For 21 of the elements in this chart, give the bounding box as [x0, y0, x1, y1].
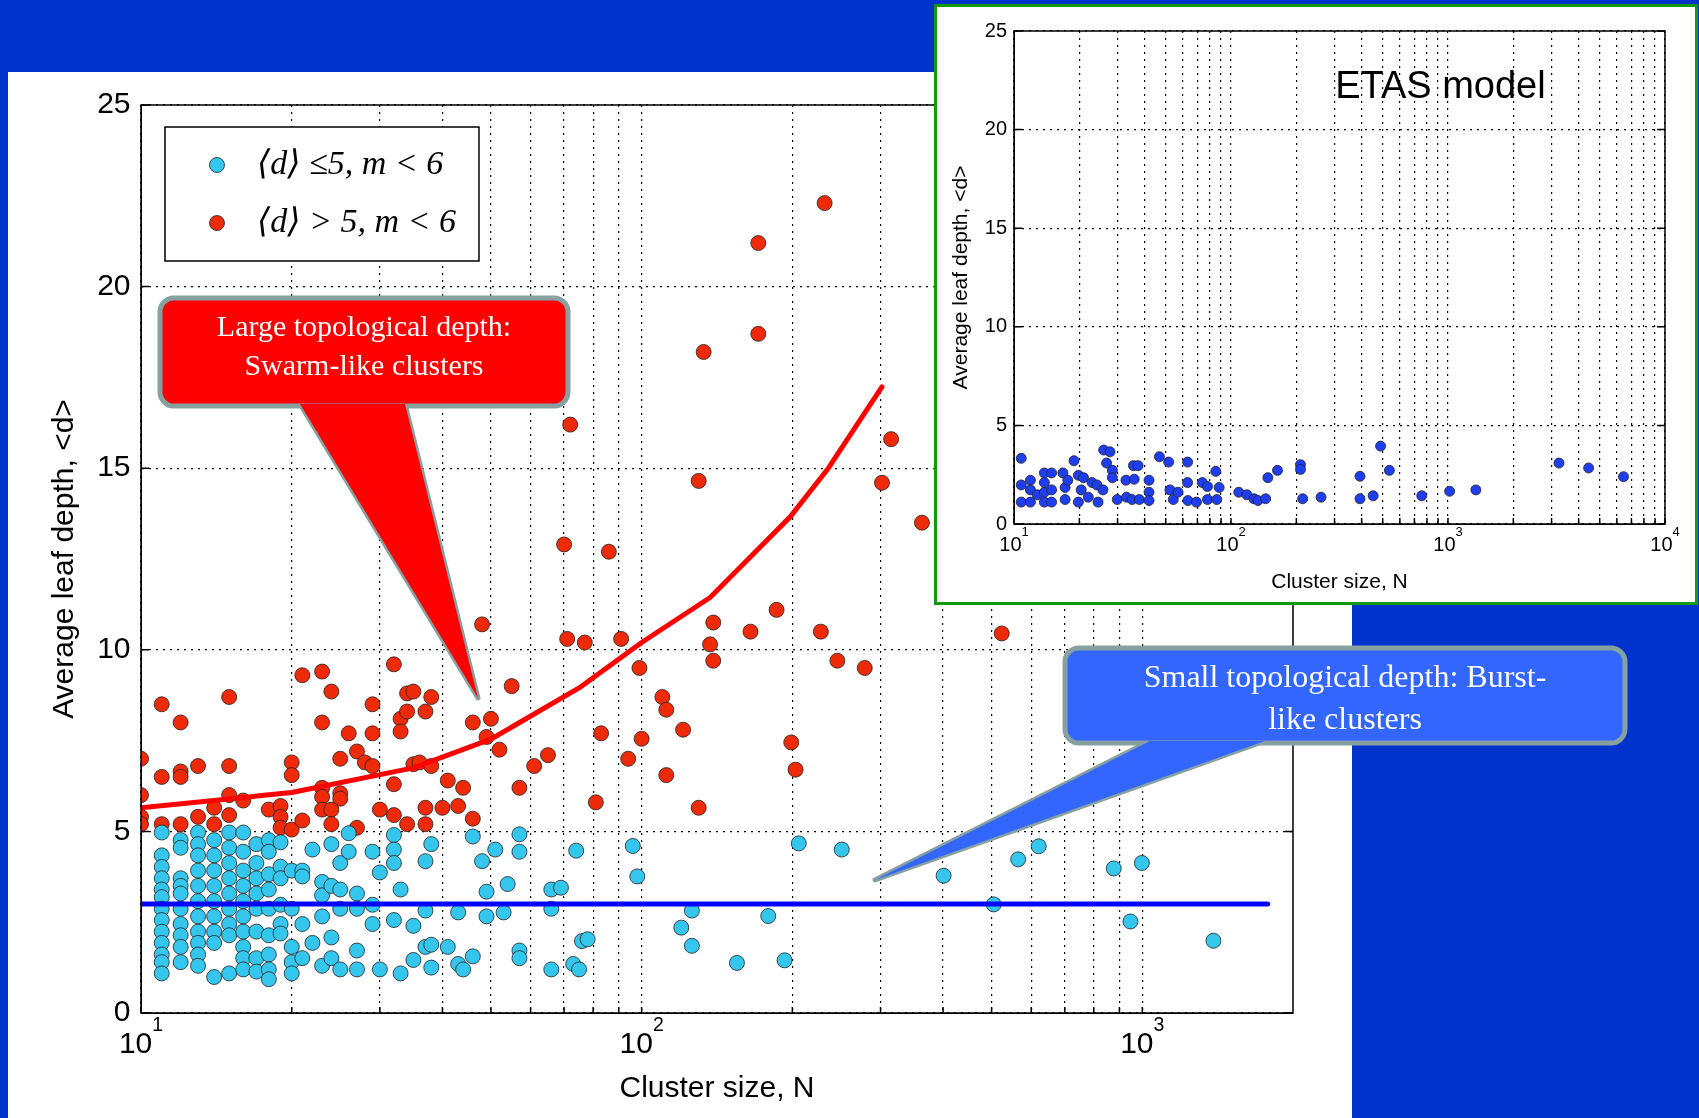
x-axis-title: Cluster size, N	[619, 1070, 815, 1104]
y-tick-label: 10	[984, 314, 1007, 337]
y-tick-label: 15	[97, 449, 131, 483]
y-axis-title: Average leaf depth, <d>	[947, 165, 971, 390]
y-tick-label: 25	[97, 86, 131, 120]
legend-label: ⟨d⟩ ≤5, m < 6	[257, 143, 444, 181]
y-tick-label: 25	[984, 18, 1007, 41]
y-tick-label: 15	[984, 215, 1007, 238]
y-tick-label: 5	[995, 412, 1007, 435]
y-tick-label: 10	[97, 631, 131, 665]
text: ETAS model	[1335, 64, 1546, 107]
speech-bubble: Small topological depth: Burst-like clusters	[875, 648, 1625, 880]
y-tick-label: 20	[97, 267, 131, 301]
y-tick-label: 20	[984, 117, 1007, 140]
annotation: Small topological depth: Burst-like clusters	[1142, 657, 1548, 738]
legend-label: ⟨d⟩ > 5, m < 6	[257, 201, 456, 239]
x-axis-title: Cluster size, N	[1271, 568, 1408, 592]
annotation: Large topological depth: Swarm-like clusters	[215, 308, 513, 383]
y-tick-label: 5	[113, 812, 131, 846]
speech-bubble: Large topological depth: Swarm-like clusters	[160, 298, 568, 698]
y-axis-title: Average leaf depth, <d>	[46, 399, 80, 719]
